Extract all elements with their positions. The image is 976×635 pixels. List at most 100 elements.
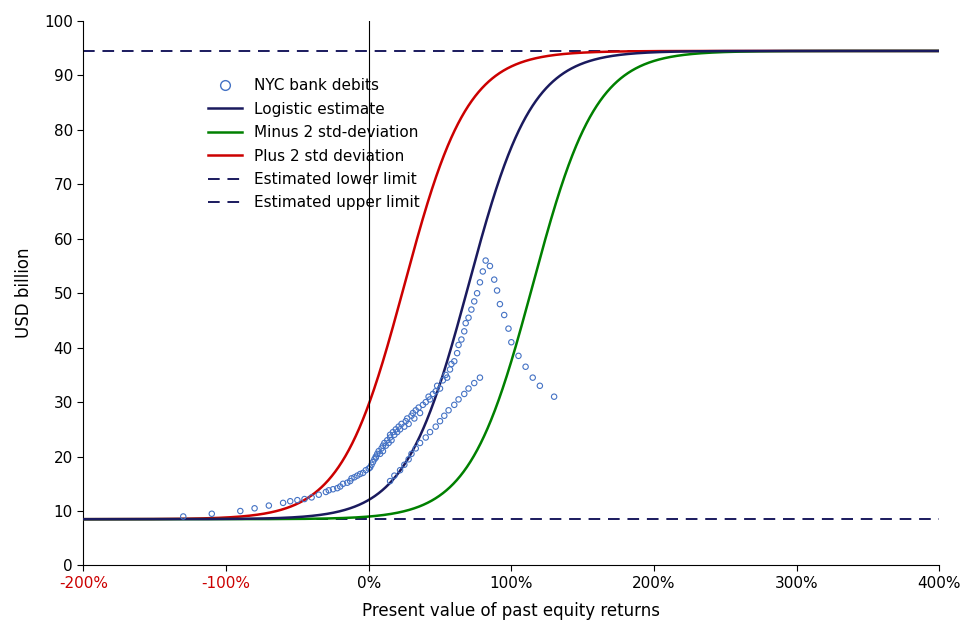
Point (446, 400, 462, 410)
Point (457, 389, 472, 399)
Point (457, 326, 472, 337)
Point (368, 453, 384, 463)
Point (349, 471, 365, 481)
Point (449, 348, 465, 358)
Point (386, 471, 402, 481)
Point (388, 424, 404, 434)
Point (378, 441, 393, 451)
Point (444, 359, 460, 369)
Point (370, 449, 386, 459)
Point (408, 405, 424, 415)
Point (404, 449, 420, 459)
Point (472, 277, 488, 288)
Point (325, 484, 341, 494)
Point (383, 432, 398, 443)
Point (311, 490, 327, 500)
Point (418, 397, 433, 407)
Point (384, 435, 399, 445)
Point (297, 494, 312, 504)
Point (532, 381, 548, 391)
Point (318, 487, 334, 497)
Point (404, 411, 420, 421)
Point (392, 465, 408, 475)
Point (461, 384, 476, 394)
X-axis label: Present value of past equity returns: Present value of past equity returns (362, 602, 661, 620)
Point (423, 394, 438, 404)
Y-axis label: USD billion: USD billion (15, 248, 33, 338)
Point (381, 438, 396, 448)
Point (372, 449, 387, 459)
Point (362, 462, 378, 472)
Point (492, 299, 508, 309)
Point (411, 403, 427, 413)
Point (504, 337, 519, 347)
Point (398, 416, 414, 426)
Point (432, 416, 448, 426)
Point (454, 335, 469, 345)
Point (346, 472, 362, 483)
Point (412, 438, 427, 448)
Point (282, 496, 298, 506)
Point (368, 451, 384, 462)
Point (436, 411, 452, 421)
Point (335, 479, 350, 489)
Point (429, 381, 445, 391)
Point (365, 457, 381, 467)
Point (344, 473, 359, 483)
Point (510, 351, 526, 361)
Point (446, 356, 462, 366)
Point (401, 454, 417, 464)
Point (438, 370, 454, 380)
Point (393, 419, 409, 429)
Legend: NYC bank debits, Logistic estimate, Minus 2 std-deviation, Plus 2 std deviation,: NYC bank debits, Logistic estimate, Minu… (202, 72, 427, 217)
Point (442, 364, 458, 375)
Point (383, 476, 398, 486)
Point (421, 392, 436, 402)
Point (501, 324, 516, 334)
Point (321, 485, 337, 495)
Point (407, 413, 423, 424)
Point (390, 422, 406, 432)
Point (478, 255, 494, 265)
Point (355, 468, 371, 478)
Point (330, 483, 346, 493)
Point (418, 432, 433, 443)
Point (469, 288, 485, 298)
Point (441, 405, 457, 415)
Point (408, 443, 424, 453)
Point (247, 503, 263, 513)
Point (497, 310, 512, 320)
Point (352, 469, 368, 479)
Point (204, 509, 220, 519)
Point (399, 413, 415, 424)
Point (461, 312, 476, 323)
Point (304, 492, 319, 502)
Point (435, 375, 451, 385)
Point (427, 422, 443, 432)
Point (176, 511, 191, 521)
Point (439, 373, 455, 383)
Point (383, 430, 398, 440)
Point (547, 392, 562, 402)
Point (396, 460, 412, 470)
Point (405, 408, 421, 418)
Point (412, 408, 427, 418)
Point (371, 446, 386, 456)
Point (374, 443, 389, 453)
Point (467, 378, 482, 388)
Point (426, 389, 441, 399)
Point (386, 427, 401, 437)
Point (467, 297, 482, 307)
Point (232, 506, 248, 516)
Point (343, 476, 358, 486)
Point (396, 422, 412, 432)
Point (482, 261, 498, 271)
Point (525, 373, 541, 383)
Point (375, 446, 390, 456)
Point (386, 430, 402, 440)
Point (464, 305, 479, 315)
Point (475, 266, 491, 276)
Point (380, 435, 395, 445)
Point (451, 340, 467, 350)
Point (333, 481, 348, 491)
